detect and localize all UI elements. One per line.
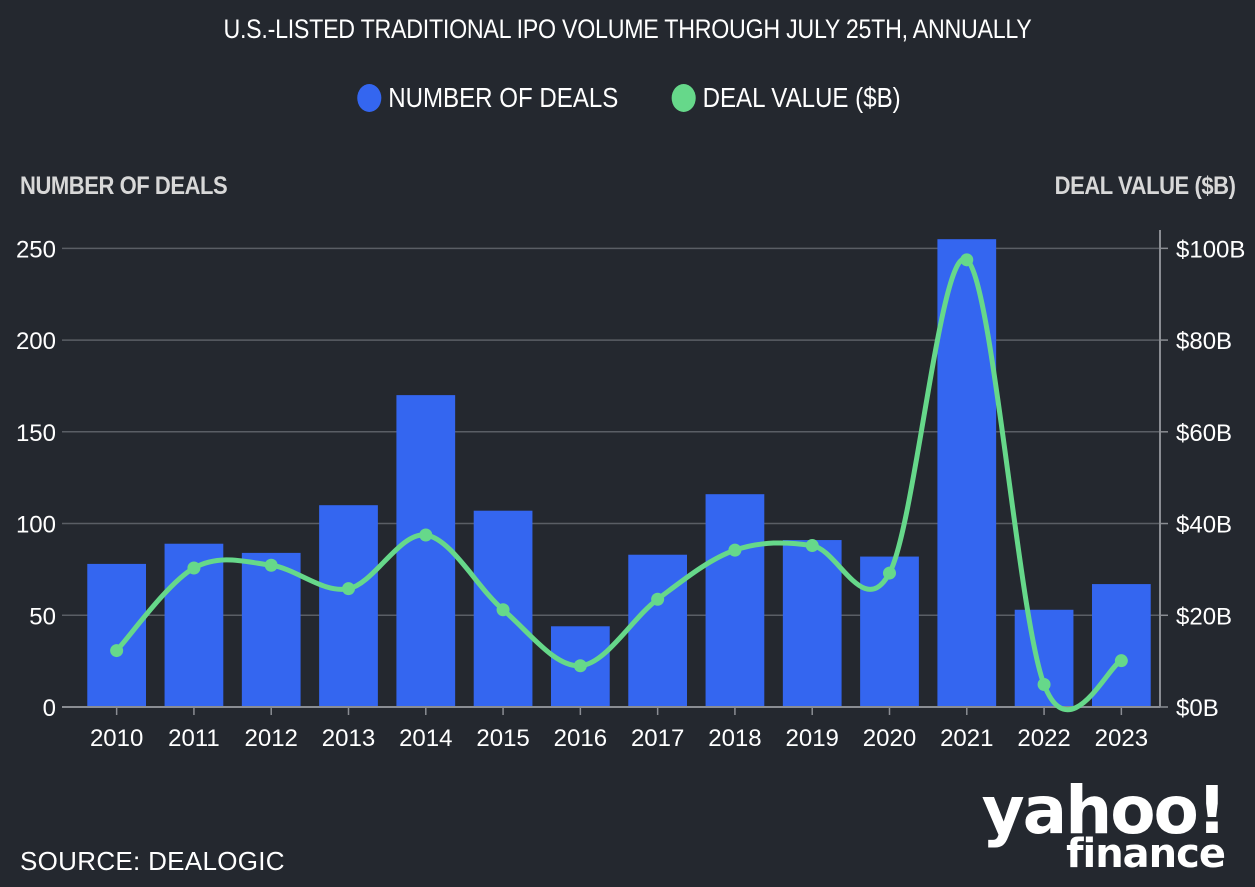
bar-2018	[705, 494, 765, 707]
deal-value-point-2023	[1114, 654, 1128, 668]
legend-swatch-value	[671, 84, 696, 112]
bar-2017	[628, 554, 688, 707]
bar-2013	[319, 505, 378, 707]
y-left-tick-label: 200	[16, 328, 56, 355]
legend-label-value: DEAL VALUE ($B)	[702, 82, 901, 113]
y-left-tick-label: 100	[16, 512, 56, 539]
logo-sub-text: finance	[1066, 831, 1226, 878]
x-tick-label: 2011	[168, 725, 220, 752]
y-right-tick-label: $60B	[1176, 420, 1232, 447]
bar-2014	[396, 395, 456, 707]
deal-value-point-2022	[1037, 678, 1051, 692]
deal-value-point-2017	[651, 592, 665, 606]
bar-2020	[860, 556, 919, 707]
y-right-tick-label: $100B	[1176, 236, 1245, 263]
legend-item-value: DEAL VALUE ($B)	[671, 82, 901, 114]
deal-value-point-2011	[187, 561, 201, 575]
source-note: SOURCE: DEALOGIC	[20, 846, 285, 876]
bar-2010	[87, 563, 147, 707]
bar-2022	[1014, 609, 1074, 707]
deal-value-line	[114, 256, 1123, 713]
y-right-tick-label: $40B	[1176, 512, 1232, 539]
deal-value-point-2015	[496, 603, 510, 617]
deal-value-point-2012	[264, 558, 278, 572]
x-tick-label: 2023	[1095, 725, 1148, 752]
x-tick-label: 2020	[863, 725, 916, 752]
axes	[62, 230, 1168, 715]
x-tick-label: 2013	[322, 725, 375, 752]
x-tick-label: 2018	[708, 725, 761, 752]
yahoo-finance-logo: yahoo! finance	[981, 772, 1227, 878]
deal-value-point-2018	[728, 543, 742, 557]
x-tick-label: 2021	[940, 725, 993, 752]
x-tick-label: 2022	[1017, 725, 1070, 752]
right-axis-title: DEAL VALUE ($B)	[1054, 172, 1235, 200]
left-axis-title: NUMBER OF DEALS	[20, 172, 228, 200]
chart-title: U.S.-LISTED TRADITIONAL IPO VOLUME THROU…	[223, 14, 1032, 44]
x-tick-label: 2014	[399, 725, 452, 752]
deal-value-point-2014	[419, 528, 433, 542]
bar-2012	[241, 552, 301, 707]
legend-item-deals: NUMBER OF DEALS	[356, 82, 618, 114]
bar-2023	[1091, 584, 1151, 707]
legend-swatch-deals	[356, 84, 381, 112]
deal-value-point-2020	[883, 566, 896, 580]
x-tick-label: 2010	[90, 725, 143, 752]
y-right-tick-label: $20B	[1176, 603, 1232, 630]
y-left-tick-label: 50	[29, 603, 56, 630]
deal-value-point-2021	[960, 253, 974, 267]
x-tick-label: 2017	[631, 725, 684, 752]
deal-value-point-2010	[110, 644, 124, 658]
x-tick-label: 2012	[245, 725, 298, 752]
y-right-tick-label: $80B	[1176, 328, 1232, 355]
legend-label-deals: NUMBER OF DEALS	[387, 82, 618, 113]
x-tick-label: 2016	[554, 725, 607, 752]
deal-value-point-2013	[342, 582, 355, 596]
y-left-tick-label: 0	[43, 695, 56, 722]
bar-2019	[782, 540, 842, 707]
x-tick-label: 2015	[476, 725, 529, 752]
logo-main-text: yahoo!	[981, 772, 1227, 849]
y-left-tick-label: 250	[16, 236, 56, 263]
y-left-tick-label: 150	[16, 420, 56, 447]
deal-value-point-2019	[805, 539, 819, 553]
legend: NUMBER OF DEALS DEAL VALUE ($B)	[0, 82, 1255, 114]
deal-value-point-2016	[573, 659, 587, 673]
tick-labels: 0 50 100 150 200 250 $0B $20B $40B $60B $80B $100B 2…	[16, 236, 1245, 752]
y-right-tick-label: $0B	[1176, 695, 1219, 722]
x-tick-label: 2019	[786, 725, 839, 752]
line-series	[110, 253, 1128, 713]
